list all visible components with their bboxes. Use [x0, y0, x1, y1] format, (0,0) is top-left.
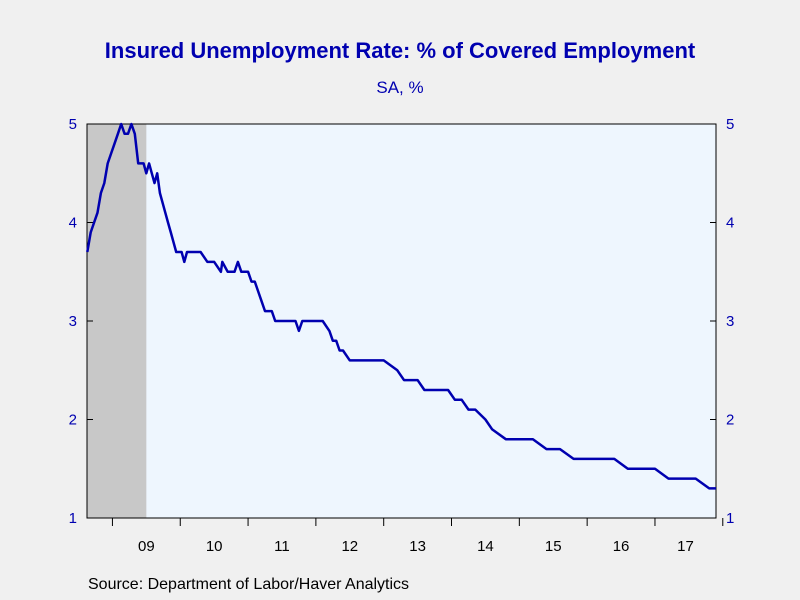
recession-shading	[87, 124, 147, 518]
ytick-label-left: 4	[69, 215, 77, 232]
xtick-label: 17	[677, 538, 694, 555]
ytick-label-left: 5	[69, 116, 77, 133]
ytick-label-left: 3	[69, 313, 77, 330]
ytick-label-right: 5	[726, 116, 734, 133]
xtick-label: 09	[138, 538, 155, 555]
xtick-label: 14	[477, 538, 494, 555]
xtick-label: 10	[206, 538, 223, 555]
source-note: Source: Department of Labor/Haver Analyt…	[88, 576, 410, 593]
ytick-label-right: 3	[726, 313, 734, 330]
xtick-label: 15	[545, 538, 562, 555]
chart-subtitle: SA, %	[376, 78, 424, 97]
ytick-label-right: 1	[726, 510, 734, 527]
xtick-label: 12	[341, 538, 358, 555]
ytick-label-left: 1	[69, 510, 77, 527]
xtick-label: 11	[274, 538, 290, 555]
plot-area	[87, 124, 716, 518]
ytick-label-right: 4	[726, 215, 734, 232]
xtick-label: 16	[613, 538, 630, 555]
xtick-label: 13	[409, 538, 426, 555]
chart-title: Insured Unemployment Rate: % of Covered …	[104, 38, 696, 63]
ytick-label-right: 2	[726, 412, 734, 429]
ytick-label-left: 2	[69, 412, 77, 429]
